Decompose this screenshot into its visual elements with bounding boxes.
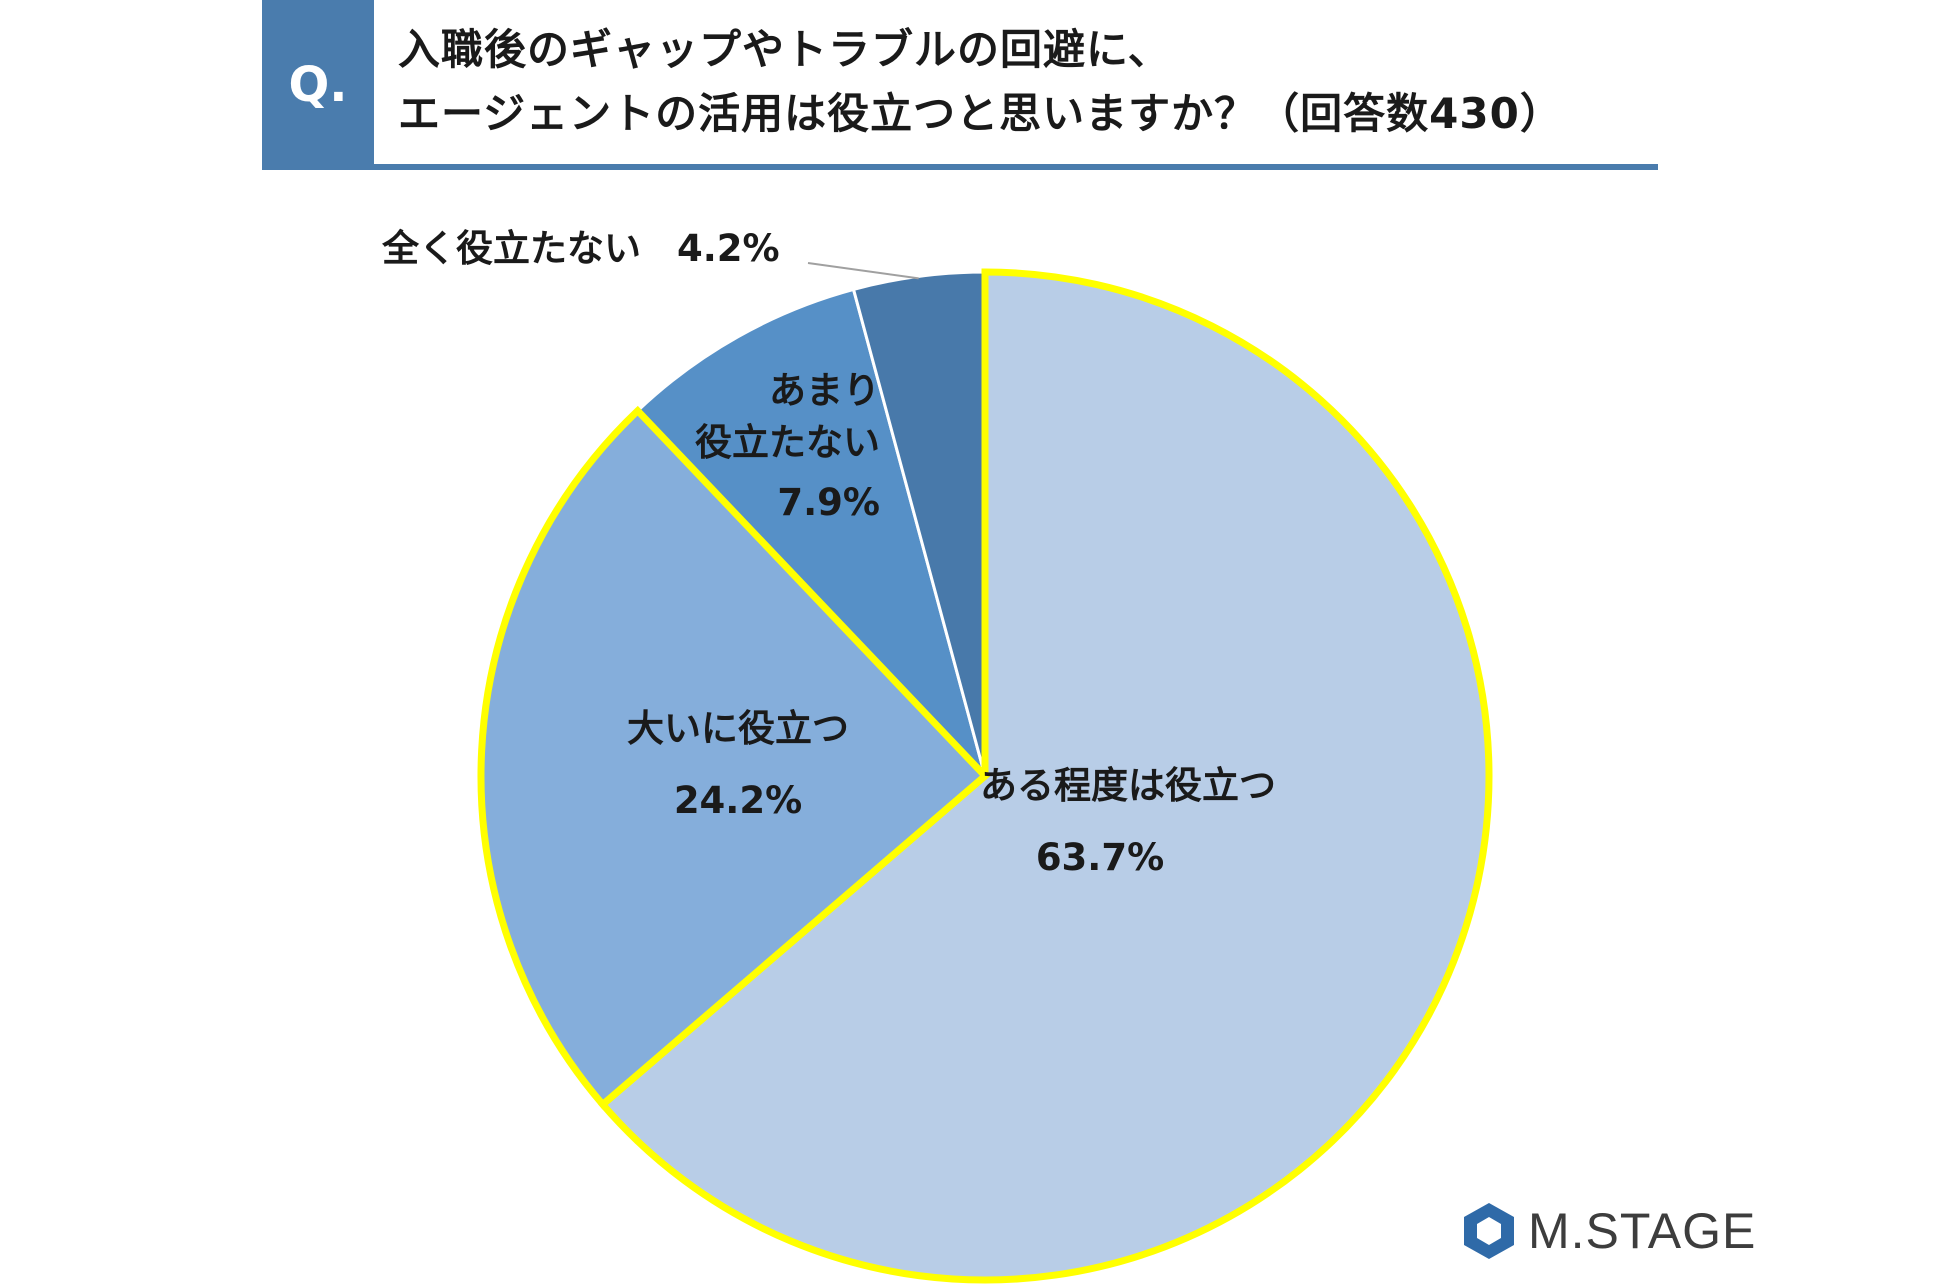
question-line-1: 入職後のギャップやトラブルの回避に、	[398, 25, 1171, 74]
slice-name: 大いに役立つ	[627, 707, 849, 750]
slice-value: 7.9%	[777, 481, 880, 524]
mstage-logo: M.STAGE	[1460, 1200, 1756, 1262]
slice-label-not-very-useful: あまり 役立たない 7.9%	[640, 365, 880, 529]
question-line-2: エージェントの活用は役立つと思いますか？（回答数430）	[398, 89, 1563, 138]
slice-very-useful-highlight	[477, 405, 991, 1110]
slice-name: 全く役立たない	[382, 227, 641, 270]
slice-name-line-1: あまり	[769, 369, 880, 412]
slice-somewhat-useful-highlight	[597, 268, 1493, 1284]
slice-label-very-useful: 大いに役立つ 24.2%	[618, 703, 858, 827]
slice-value: 63.7%	[1035, 836, 1165, 879]
slice-label-somewhat-useful: ある程度は役立つ 63.7%	[980, 760, 1276, 884]
slice-label-not-useful-at-all: 全く役立たない 4.2%	[382, 223, 780, 275]
leader-line-full-useless	[807, 262, 919, 280]
slice-name: ある程度は役立つ	[980, 764, 1276, 807]
question-text: 入職後のギャップやトラブルの回避に、 エージェントの活用は役立つと思いますか？（…	[398, 18, 1658, 146]
slice-value: 4.2%	[677, 227, 780, 270]
header-underline	[262, 164, 1658, 170]
hexagon-logo-icon	[1464, 1203, 1514, 1259]
logo-text: M.STAGE	[1528, 1203, 1757, 1259]
slice-name-line-2: 役立たない	[695, 421, 880, 464]
question-badge: Q.	[262, 0, 374, 170]
slice-not-very-useful	[635, 287, 987, 778]
slice-value: 24.2%	[673, 779, 803, 822]
